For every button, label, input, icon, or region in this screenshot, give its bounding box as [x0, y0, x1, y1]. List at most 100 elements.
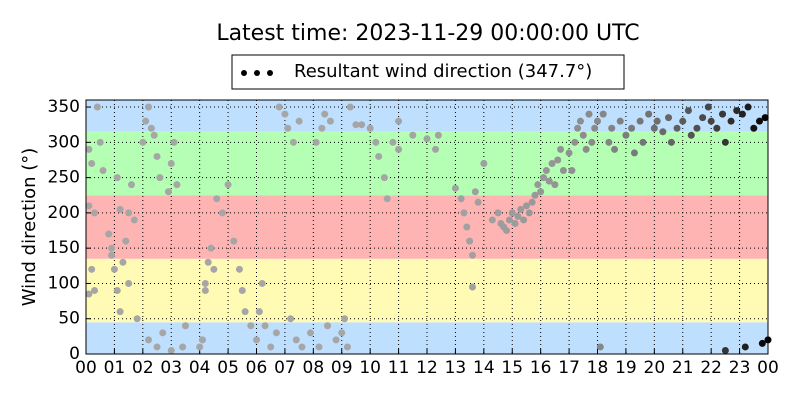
- legend-marker: [254, 70, 260, 76]
- data-point: [622, 131, 630, 139]
- data-point: [113, 174, 121, 182]
- data-point: [605, 138, 613, 146]
- data-point: [91, 209, 99, 217]
- data-point: [375, 152, 383, 160]
- data-point: [199, 336, 207, 344]
- data-point: [548, 160, 556, 167]
- data-point: [707, 117, 715, 125]
- y-tick-label: 350: [48, 97, 80, 117]
- data-point: [616, 117, 624, 125]
- data-point: [395, 117, 403, 125]
- x-tick-label: 04: [189, 358, 211, 378]
- data-point: [659, 128, 667, 136]
- data-point: [119, 258, 127, 266]
- data-point: [125, 279, 133, 287]
- data-point: [281, 110, 289, 118]
- data-point: [630, 149, 638, 157]
- data-point: [755, 117, 763, 125]
- data-point: [571, 138, 579, 146]
- data-point: [611, 145, 619, 153]
- y-axis-label: Wind direction (°): [19, 148, 40, 307]
- data-point: [261, 322, 269, 330]
- data-point: [460, 209, 468, 217]
- data-point: [306, 329, 314, 337]
- data-point: [667, 138, 675, 146]
- data-point: [133, 315, 141, 323]
- x-tick-label: 18: [587, 358, 609, 378]
- data-point: [540, 174, 548, 182]
- data-point: [451, 184, 459, 192]
- data-point: [164, 188, 172, 196]
- data-point: [505, 216, 513, 224]
- data-point: [150, 131, 158, 139]
- data-point: [761, 114, 769, 122]
- data-point: [665, 114, 673, 122]
- data-point: [542, 167, 550, 175]
- data-point: [585, 110, 593, 118]
- data-point: [207, 244, 215, 252]
- data-point: [432, 145, 440, 153]
- data-point: [147, 124, 155, 132]
- data-point: [738, 110, 746, 118]
- y-tick-label: 200: [48, 203, 80, 223]
- data-point: [653, 117, 661, 125]
- data-point: [125, 209, 133, 217]
- data-point: [85, 145, 93, 153]
- x-tick-label: 19: [615, 358, 637, 378]
- data-point: [267, 343, 275, 351]
- data-point: [324, 322, 332, 330]
- data-point: [116, 205, 124, 213]
- data-point: [463, 223, 471, 231]
- data-point: [494, 209, 502, 217]
- data-point: [576, 117, 584, 125]
- data-point: [517, 205, 525, 213]
- data-point: [332, 336, 340, 344]
- data-point: [122, 237, 130, 245]
- data-point: [213, 195, 221, 203]
- data-point: [551, 181, 559, 189]
- data-point: [170, 138, 178, 146]
- x-tick-label: 00: [757, 358, 779, 378]
- data-point: [409, 131, 417, 139]
- data-point: [181, 322, 189, 330]
- data-point: [389, 138, 397, 146]
- data-point: [741, 343, 749, 351]
- data-point: [588, 138, 596, 146]
- data-point: [358, 121, 366, 129]
- data-point: [525, 209, 533, 217]
- data-point: [608, 124, 616, 132]
- x-tick-label: 01: [104, 358, 126, 378]
- data-point: [295, 117, 303, 125]
- data-point: [85, 202, 93, 210]
- data-point: [99, 167, 107, 175]
- data-point: [554, 156, 562, 164]
- data-point: [372, 138, 380, 146]
- legend-marker: [241, 70, 247, 76]
- data-point: [471, 188, 479, 196]
- x-tick-label: 14: [473, 358, 495, 378]
- data-point: [579, 131, 587, 139]
- data-point: [679, 117, 687, 125]
- data-point: [326, 117, 334, 125]
- data-point: [201, 287, 209, 294]
- data-point: [591, 124, 599, 132]
- y-tick-label: 0: [69, 344, 80, 364]
- data-point: [636, 117, 644, 125]
- x-tick-label: 12: [416, 358, 438, 378]
- data-point: [108, 251, 116, 259]
- legend-marker: [267, 70, 273, 76]
- data-point: [108, 244, 116, 252]
- data-point: [159, 329, 167, 337]
- data-point: [153, 343, 161, 351]
- data-point: [508, 209, 516, 217]
- data-point: [693, 124, 701, 132]
- data-point: [687, 131, 695, 139]
- data-point: [531, 191, 539, 199]
- x-tick-label: 13: [445, 358, 467, 378]
- data-point: [704, 103, 712, 111]
- x-tick-label: 03: [160, 358, 182, 378]
- data-point: [139, 138, 147, 146]
- data-point: [230, 237, 238, 245]
- data-point: [514, 212, 522, 220]
